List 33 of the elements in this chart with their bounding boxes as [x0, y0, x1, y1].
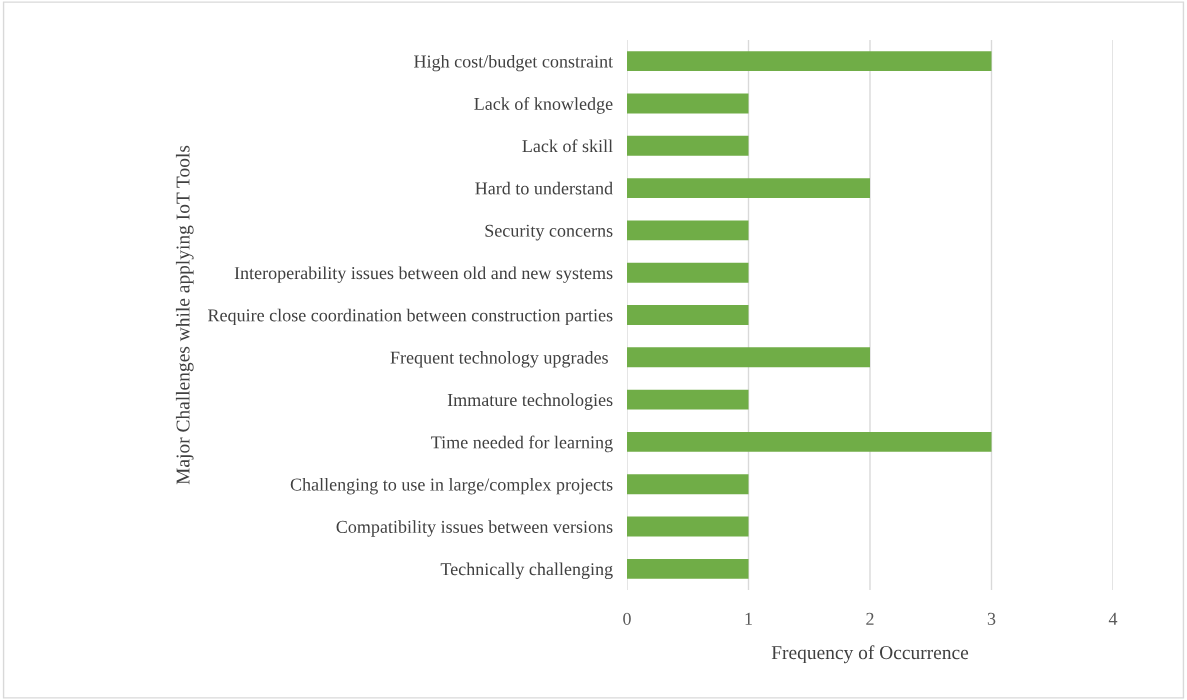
bar: [627, 389, 749, 410]
y-tick-label: Interoperability issues between old and new systems: [234, 266, 613, 283]
bar: [627, 305, 749, 325]
x-tick-label: 4: [1108, 612, 1118, 625]
y-tick-label: Require close coordination between construction parties: [208, 308, 613, 326]
y-axis-title: Major Challenges while applying IoT Tools: [175, 145, 194, 485]
bar: [627, 347, 870, 368]
x-tick-label: 3: [987, 612, 996, 625]
x-tick-label: 1: [745, 612, 752, 625]
bar: [627, 51, 992, 72]
y-tick-label: High cost/budget constraint: [414, 54, 613, 72]
bar: [627, 135, 749, 156]
y-tick-label: Technically challenging: [440, 562, 613, 580]
x-axis-title: Frequency of Occurrence: [771, 645, 969, 664]
y-tick-label: Challenging to use in large/complex projects: [290, 477, 613, 495]
bar: [627, 516, 749, 537]
y-tick-label: Immature technologies: [447, 393, 613, 410]
y-tick-label: Frequent technology upgrades: [390, 351, 608, 368]
bar: [627, 178, 870, 199]
y-tick-label: Hard to understand: [475, 181, 613, 195]
y-tick-label: Security concerns: [485, 224, 613, 241]
bar: [627, 220, 749, 241]
y-tick-label: Time needed for learning: [431, 435, 613, 453]
y-tick-label: Compatibility issues between versions: [336, 520, 613, 537]
bar: [627, 93, 749, 114]
bar: [627, 558, 749, 579]
x-tick-label: 2: [866, 612, 874, 625]
bar: [627, 431, 992, 452]
y-tick-label: Lack of skill: [522, 139, 613, 153]
x-tick-label: 0: [623, 612, 631, 625]
bar: [627, 474, 749, 495]
bar: [627, 262, 749, 283]
y-tick-label: Lack of knowledge: [474, 97, 613, 114]
